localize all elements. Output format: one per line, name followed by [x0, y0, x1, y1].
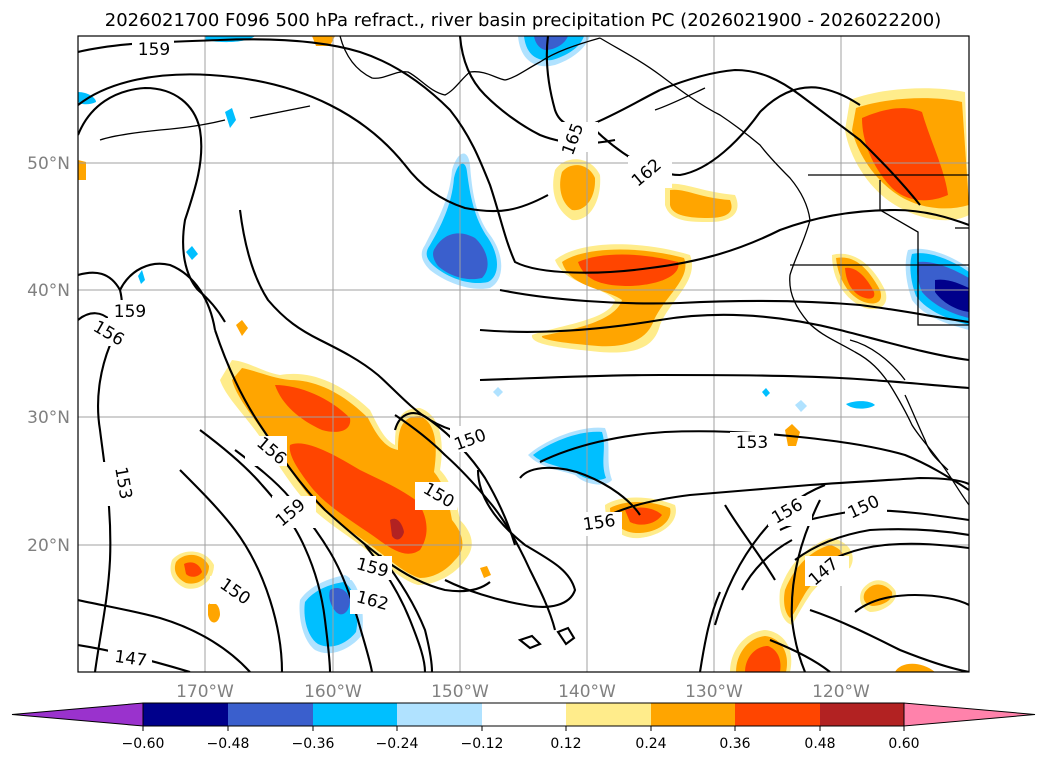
refractivity-contours: [78, 36, 969, 672]
coastlines: [99, 36, 969, 506]
colorbar-segment: [228, 703, 313, 726]
colorbar-tick-label: −0.24: [376, 736, 419, 752]
lon-label: 160°W: [304, 682, 362, 702]
lon-label: 120°W: [812, 682, 870, 702]
precip-blob-pos: [895, 663, 935, 672]
precip-blob-neg: [846, 401, 875, 409]
precip-blob-pos: [862, 108, 948, 201]
precip-blob-pos: [625, 507, 662, 525]
precip-blob-pos: [845, 267, 875, 299]
precip-blob-neg: [762, 388, 770, 397]
precip-blob-pos: [745, 646, 781, 672]
colorbar-segment: [566, 703, 651, 726]
precip-blob-pos: [863, 584, 893, 606]
colorbar-extend-high: [903, 702, 1036, 727]
colorbar-segment: [651, 703, 735, 726]
precip-blob-pos: [184, 562, 202, 577]
colorbar-tick-label: 0.48: [804, 736, 835, 752]
contour-label: 156: [582, 511, 617, 535]
lon-label: 150°W: [431, 682, 489, 702]
lon-label: 170°W: [176, 682, 234, 702]
lon-label: 140°W: [558, 682, 616, 702]
precip-blob-pos: [560, 165, 596, 211]
precip-blob-neg: [795, 400, 807, 412]
map-panel: 159 165 162 159 156 150 153 156 150 153: [77, 35, 970, 673]
contour-labels: 159 165 162 159 156 150 153 156 150 153: [86, 38, 887, 671]
contour-label: 159: [138, 40, 170, 60]
longitude-labels: 170°W 160°W 150°W 140°W 130°W 120°W: [176, 682, 870, 702]
colorbar-tick-label: −0.36: [292, 736, 335, 752]
colorbar-tick-label: 0.60: [888, 736, 919, 752]
precip-blob-pos: [78, 160, 86, 180]
precip-blob-pos: [390, 518, 404, 540]
latitude-labels: 50°N 40°N 30°N 20°N: [27, 154, 70, 556]
precip-blob-neg: [935, 279, 969, 312]
precip-blob-neg: [225, 108, 236, 128]
precip-blob-pos: [670, 189, 732, 218]
colorbar-segment: [482, 703, 566, 726]
colorbar-segment: [820, 703, 904, 726]
colorbar-tick-label: −0.48: [207, 736, 250, 752]
lat-label: 40°N: [27, 281, 70, 301]
colorbar-segment: [313, 703, 397, 726]
colorbar-extend-low: [11, 702, 144, 727]
precip-blob-neg: [534, 36, 568, 50]
precip-blob-neg: [138, 270, 145, 284]
colorbar-tick-label: −0.12: [461, 736, 504, 752]
lon-label: 130°W: [685, 682, 743, 702]
contour-label: 153: [736, 433, 768, 453]
colorbar-tick-label: 0.12: [550, 736, 581, 752]
colorbar-tick-label: −0.60: [122, 736, 165, 752]
precip-blob-pos: [785, 424, 800, 446]
colorbar-segment: [397, 703, 482, 726]
lat-label: 50°N: [27, 154, 70, 174]
map-frame: [77, 35, 970, 673]
contour-label: 159: [114, 302, 146, 322]
lat-label: 20°N: [27, 536, 70, 556]
colorbar-tick-label: 0.36: [719, 736, 750, 752]
contour-label: 147: [113, 647, 148, 671]
colorbar-frame: [142, 702, 905, 727]
figure-title: 2026021700 F096 500 hPa refract., river …: [105, 10, 941, 31]
precip-blob-neg: [329, 588, 350, 615]
colorbar-segment: [735, 703, 820, 726]
colorbar-tick-label: 0.24: [635, 736, 666, 752]
colorbar: −0.60 −0.48 −0.36 −0.24 −0.12 0.12 0.24 …: [11, 702, 1036, 752]
precip-blob-pos: [275, 385, 427, 554]
precip-blob-pos: [236, 320, 248, 336]
precip-blob-pos: [208, 602, 220, 623]
precip-shading: [78, 36, 969, 672]
precip-blob-neg: [493, 387, 503, 397]
colorbar-segment: [143, 703, 228, 726]
precip-blob-neg: [186, 246, 198, 260]
precip-blob-pos: [480, 566, 491, 578]
lat-label: 30°N: [27, 408, 70, 428]
